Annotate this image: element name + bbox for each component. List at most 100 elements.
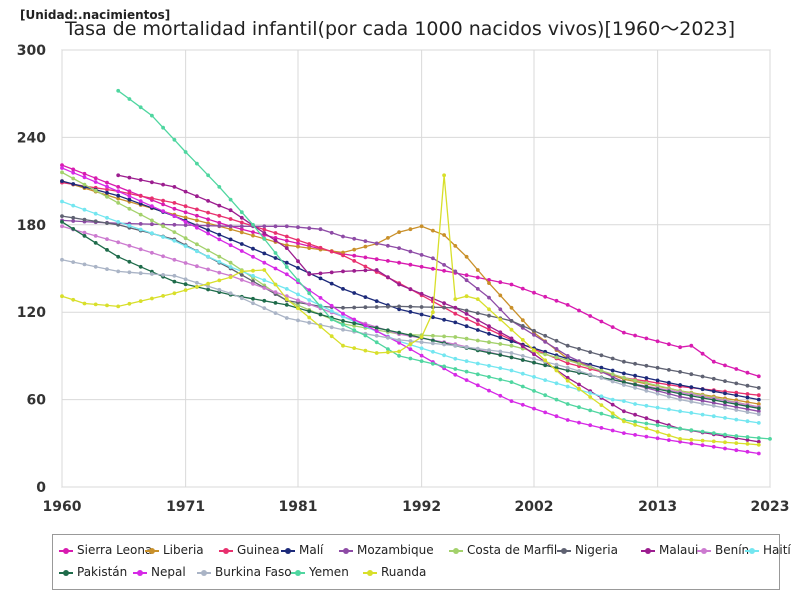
- data-point: [543, 352, 548, 357]
- legend-label: Haití: [763, 543, 791, 557]
- data-point: [464, 378, 469, 382]
- data-point: [397, 349, 401, 354]
- data-point: [756, 412, 761, 417]
- data-point: [397, 354, 401, 358]
- data-point: [475, 287, 480, 291]
- data-point: [273, 311, 278, 315]
- data-point: [644, 384, 649, 389]
- data-point: [150, 218, 154, 223]
- data-point: [734, 402, 739, 407]
- data-point: [341, 305, 345, 310]
- data-point: [498, 342, 503, 346]
- data-point: [655, 405, 660, 410]
- data-point: [138, 194, 143, 198]
- data-point: [565, 418, 570, 422]
- data-point: [251, 279, 255, 284]
- data-point: [127, 194, 132, 199]
- data-point: [386, 335, 390, 340]
- chart-legend: Sierra Leona Liberia Guinea Malí Mozambique C…: [52, 534, 791, 590]
- data-point: [183, 220, 188, 224]
- data-point: [700, 429, 705, 434]
- data-point: [734, 405, 739, 409]
- series-ruanda: [60, 173, 761, 447]
- data-point: [588, 372, 593, 377]
- legend-label: Ruanda: [381, 565, 427, 579]
- data-point: [150, 196, 154, 201]
- data-point: [363, 295, 368, 299]
- data-point: [363, 333, 368, 338]
- data-point: [105, 303, 109, 308]
- data-point: [284, 303, 289, 307]
- data-point: [509, 351, 514, 355]
- data-point: [329, 249, 334, 254]
- legend-swatch: [557, 547, 571, 554]
- legend-label: Mozambique: [357, 543, 434, 557]
- data-point: [453, 311, 458, 316]
- data-point: [60, 170, 64, 175]
- data-point: [386, 236, 390, 240]
- legend-label: Sierra Leona: [77, 543, 153, 557]
- data-point: [711, 389, 716, 394]
- data-point: [498, 393, 503, 398]
- data-point: [577, 308, 581, 313]
- data-point: [60, 220, 64, 224]
- data-point: [419, 340, 424, 345]
- data-point: [509, 319, 514, 323]
- data-point: [363, 348, 368, 353]
- data-point: [138, 264, 143, 269]
- data-point: [352, 236, 357, 241]
- data-point: [239, 224, 244, 229]
- data-point: [329, 281, 334, 286]
- data-point: [756, 406, 761, 411]
- data-point: [509, 355, 514, 360]
- data-point: [93, 180, 98, 184]
- data-point: [700, 398, 705, 403]
- data-point: [689, 372, 694, 377]
- data-point: [71, 176, 76, 181]
- data-point: [273, 282, 278, 287]
- data-point: [431, 349, 435, 354]
- data-point: [588, 395, 593, 399]
- data-point: [206, 217, 211, 222]
- data-point: [93, 219, 98, 224]
- data-point: [756, 439, 761, 444]
- data-point: [386, 243, 390, 248]
- data-point: [756, 421, 761, 425]
- legend-item: Mozambique: [339, 543, 434, 557]
- y-tick-label: 180: [17, 218, 46, 234]
- data-point: [610, 379, 615, 384]
- data-point: [442, 263, 446, 267]
- data-point: [667, 394, 671, 399]
- data-point: [711, 444, 716, 449]
- data-point: [284, 316, 289, 320]
- data-point: [419, 335, 424, 339]
- data-point: [251, 268, 255, 273]
- data-point: [150, 296, 154, 301]
- data-point: [442, 353, 446, 358]
- data-point: [487, 331, 491, 336]
- data-point: [599, 365, 604, 370]
- data-point: [127, 301, 132, 306]
- data-point: [273, 266, 278, 271]
- data-point: [532, 290, 536, 295]
- data-point: [498, 293, 503, 298]
- data-point: [217, 254, 222, 259]
- data-point: [487, 278, 491, 282]
- data-point: [374, 268, 379, 272]
- data-point: [475, 322, 480, 326]
- data-point: [577, 359, 581, 363]
- data-point: [116, 173, 121, 178]
- data-point: [71, 297, 76, 302]
- data-point: [644, 376, 649, 380]
- data-point: [622, 330, 626, 335]
- data-point: [352, 317, 357, 322]
- data-point: [93, 264, 98, 269]
- data-point: [543, 349, 548, 354]
- data-point: [341, 319, 345, 323]
- data-point: [678, 409, 682, 414]
- legend-item: Sierra Leona: [59, 543, 152, 557]
- data-point: [352, 291, 357, 295]
- data-point: [71, 227, 76, 231]
- legend-item: Malaui: [641, 543, 698, 557]
- data-point: [768, 437, 772, 441]
